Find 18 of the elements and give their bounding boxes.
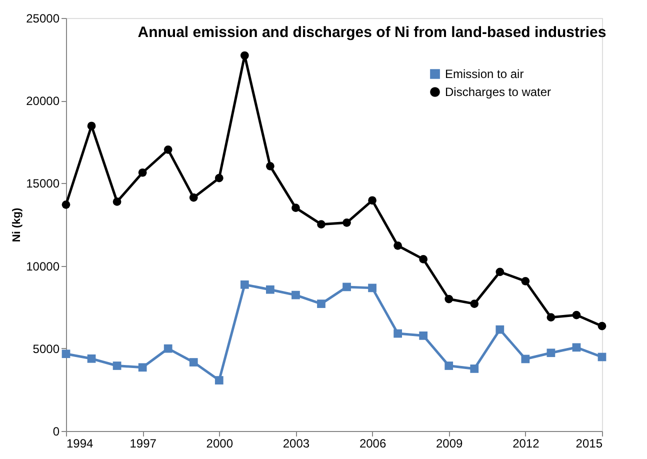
- y-tick-label: 5000: [32, 342, 60, 356]
- x-tick-label: 2015: [576, 436, 603, 450]
- x-tick-label: 2003: [282, 436, 310, 450]
- x-tick-label: 1994: [66, 436, 94, 450]
- x-tick-label: 2006: [359, 436, 386, 450]
- y-tick-label: 20000: [26, 94, 60, 108]
- x-tick-label: 2009: [436, 436, 464, 450]
- chart-title: Annual emission and discharges of Ni from land-based industries: [138, 24, 606, 41]
- y-tick-label: 10000: [26, 259, 60, 274]
- x-tick-label: 2000: [206, 436, 234, 450]
- y-tick-label: 25000: [26, 12, 60, 26]
- y-tick-label: 0: [52, 424, 60, 438]
- y-axis-title: Ni (kg): [11, 208, 24, 242]
- legend-label: Discharges to water: [445, 85, 552, 99]
- x-tick-label: 1997: [130, 436, 157, 450]
- y-tick-label: 15000: [26, 176, 60, 191]
- legend-label: Emission to air: [445, 67, 524, 81]
- x-tick-label: 2012: [512, 436, 540, 450]
